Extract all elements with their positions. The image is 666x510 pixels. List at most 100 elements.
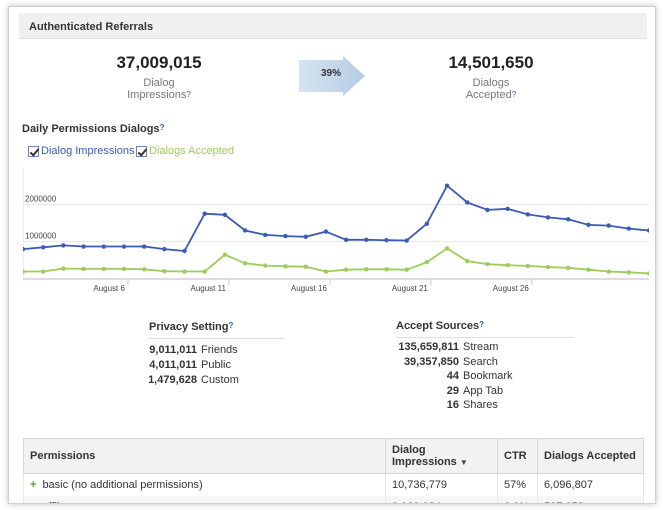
data-point <box>384 237 389 243</box>
data-point <box>485 207 490 213</box>
data-point <box>606 223 611 228</box>
help-icon[interactable]: ? <box>159 123 165 132</box>
data-point <box>81 244 86 249</box>
data-point <box>424 260 430 265</box>
accepted-label: Dialogs Accepted? <box>436 77 546 101</box>
data-point <box>61 243 66 248</box>
y-tick-label: 2000000 <box>25 194 57 203</box>
data-point <box>485 261 490 267</box>
data-point <box>101 244 106 249</box>
impressions-label-line1: Dialog <box>143 77 175 89</box>
col-dialog-impressions-label: Dialog Impressions <box>392 444 457 468</box>
col-dialog-impressions[interactable]: Dialog Impressions ▼ <box>385 438 498 474</box>
data-point <box>444 246 450 251</box>
accepted-metric: 14,501,650 Dialogs Accepted? <box>436 53 546 101</box>
impressions-label-line2: Impressions <box>127 89 187 101</box>
table-row[interactable]: + offline_access 9,009,0346.6%597,052 <box>23 496 644 503</box>
data-point <box>81 266 86 272</box>
y-tick-label: 1000000 <box>25 232 57 241</box>
source-row: 29 App Tab <box>381 385 503 397</box>
col-ctr[interactable]: CTR <box>497 438 538 474</box>
data-point <box>222 252 228 257</box>
x-tick-label: August 6 <box>93 284 125 293</box>
data-point <box>323 269 329 274</box>
data-point <box>465 258 470 264</box>
data-point <box>626 270 632 275</box>
x-tick-label: August 21 <box>392 284 429 293</box>
section-title: Authenticated Referrals <box>29 21 154 33</box>
data-point <box>283 233 288 239</box>
col-dialogs-accepted[interactable]: Dialogs Accepted <box>537 438 644 474</box>
divider <box>149 338 284 339</box>
series-line-impressions <box>23 184 649 252</box>
help-icon[interactable]: ? <box>228 321 234 330</box>
data-point <box>23 246 26 252</box>
data-point <box>626 226 632 231</box>
section-header: Authenticated Referrals <box>19 13 647 39</box>
data-point <box>202 269 207 274</box>
data-point <box>121 244 127 249</box>
data-point <box>404 267 409 272</box>
legend-impressions[interactable]: Dialog Impressions <box>28 145 135 157</box>
permission-name: offline_access <box>42 501 112 503</box>
privacy-label: Public <box>201 359 231 371</box>
data-point <box>343 267 349 272</box>
source-row: 39,357,850 Search <box>381 356 498 368</box>
source-value: 44 <box>446 370 459 382</box>
data-point <box>364 237 369 242</box>
data-point <box>23 269 26 274</box>
data-point <box>222 212 228 217</box>
data-point <box>566 265 571 270</box>
privacy-row: 9,011,011 Friends <box>135 344 237 356</box>
data-point <box>505 206 510 212</box>
impressions-cell: 10,736,779 <box>385 473 498 496</box>
permission-name: basic (no additional permissions) <box>42 479 203 491</box>
chart-title: Daily Permissions Dialogs? <box>22 123 164 135</box>
expand-plus-icon[interactable]: + <box>30 501 36 503</box>
chart-title-text: Daily Permissions Dialogs <box>22 123 160 135</box>
help-icon[interactable]: ? <box>186 90 191 99</box>
source-label: Shares <box>463 399 498 411</box>
data-point <box>101 266 106 272</box>
expand-plus-icon[interactable]: + <box>30 479 37 491</box>
legend-accepted[interactable]: Dialogs Accepted <box>136 145 234 157</box>
data-point <box>40 269 46 274</box>
help-icon[interactable]: ? <box>511 90 517 99</box>
divider <box>396 337 574 338</box>
data-point <box>242 261 248 266</box>
data-point <box>263 232 268 238</box>
data-point <box>566 217 571 222</box>
data-point <box>40 245 46 250</box>
data-point <box>525 212 531 217</box>
col-permissions[interactable]: Permissions <box>23 438 386 474</box>
accepted-cell: 6,096,807 <box>537 473 644 496</box>
source-value: 39,357,850 <box>403 355 459 368</box>
sources-title-text: Accept Sources <box>396 320 480 332</box>
data-point <box>182 269 187 274</box>
data-point <box>646 271 649 276</box>
data-point <box>404 238 409 243</box>
series-line-accepted <box>23 247 649 275</box>
source-row: 16 Shares <box>381 399 498 411</box>
table-row[interactable]: + basic (no additional permissions) 10,736… <box>23 473 644 496</box>
data-point <box>343 237 349 242</box>
privacy-value: 9,011,011 <box>149 344 197 356</box>
data-point <box>384 267 389 272</box>
data-point <box>323 229 329 234</box>
source-label: Bookmark <box>463 370 513 382</box>
privacy-value: 1,479,628 <box>148 374 197 386</box>
source-value: 29 <box>446 384 459 397</box>
sort-down-icon[interactable]: ▼ <box>459 458 468 467</box>
data-point <box>303 264 308 269</box>
help-icon[interactable]: ? <box>479 320 485 329</box>
legend-impressions-label: Dialog Impressions <box>41 145 135 157</box>
data-point <box>465 200 470 205</box>
checkbox-icon[interactable] <box>28 145 39 157</box>
ctr-cell: 57% <box>497 473 538 496</box>
privacy-row: 4,011,011 Public <box>135 359 231 371</box>
checkbox-icon[interactable] <box>136 145 147 157</box>
data-point <box>586 267 591 272</box>
data-point <box>586 222 591 228</box>
data-point <box>202 211 207 216</box>
impressions-cell: 9,009,034 <box>385 496 498 503</box>
